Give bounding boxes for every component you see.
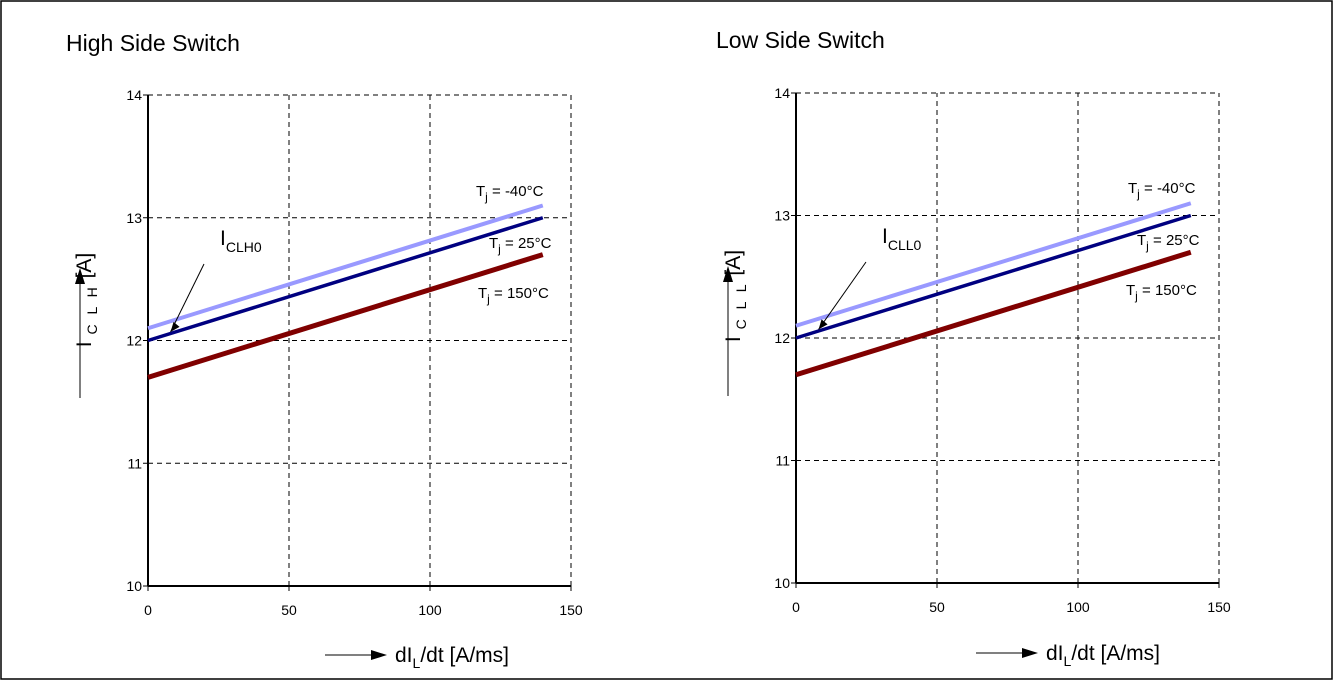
y-tick-label: 10 <box>774 575 790 591</box>
chart-title: Low Side Switch <box>716 27 885 53</box>
annotation-arrowhead <box>170 321 180 332</box>
chart-low-side: Low Side Switch 0 50 100 150 10 11 12 13 14 Tj = … <box>716 27 1231 669</box>
series-line-tj150 <box>147 252 544 380</box>
chart-high-side: High Side Switch 0 50 100 150 10 11 12 13 14 Tj =… <box>66 30 583 671</box>
x-axis-label-arrowhead <box>371 650 387 660</box>
annotation-arrow <box>170 263 205 333</box>
y-tick-label: 11 <box>127 455 142 471</box>
y-tick-label: 14 <box>126 87 142 103</box>
annotation-label: ICLL0 <box>882 225 922 253</box>
y-axis-label-arrowhead <box>75 268 85 284</box>
series-line-tj25 <box>795 213 1192 340</box>
x-axis-label: dIL/dt [A/ms] <box>1046 642 1160 669</box>
x-tick-label: 150 <box>1207 599 1231 615</box>
y-axis-label-arrowhead <box>723 266 733 282</box>
y-tick-label: 12 <box>126 333 142 349</box>
x-tick-label: 100 <box>1066 599 1090 615</box>
plot-area: 0 50 100 150 10 11 12 13 14 Tj = -40°C Tj = 25°C Tj… <box>722 85 1231 669</box>
series-label: Tj = 150°C <box>478 285 549 306</box>
plot-area: 0 50 100 150 10 11 12 13 14 Tj = -40°C Tj = 25°C Tj… <box>73 87 583 671</box>
series-label: Tj = -40°C <box>476 183 544 204</box>
y-tick-label: 13 <box>774 208 790 224</box>
y-tick-label: 12 <box>774 330 790 346</box>
annotation-arrow <box>818 261 867 330</box>
annotation-arrowhead <box>818 319 828 330</box>
series-label: Tj = -40°C <box>1128 180 1196 201</box>
y-tick-label: 10 <box>126 578 142 594</box>
series-label: Tj = 25°C <box>489 235 552 256</box>
y-axis-label: I C L H [A] <box>73 253 100 348</box>
series-line-tj25 <box>147 216 544 343</box>
series-line-tj40 <box>147 203 544 331</box>
series-label: Tj = 25°C <box>1137 232 1200 253</box>
series-line-tj150 <box>795 249 1192 378</box>
x-tick-label: 150 <box>559 602 583 618</box>
annotation-label: ICLH0 <box>220 227 262 255</box>
x-axis-label-arrowhead <box>1022 648 1038 658</box>
y-tick-label: 11 <box>775 453 790 469</box>
y-tick-label: 13 <box>126 210 142 226</box>
x-tick-label: 100 <box>418 602 442 618</box>
y-axis-label: I C L L [A] <box>722 250 749 342</box>
series-line-tj40 <box>795 201 1192 328</box>
x-tick-label: 50 <box>281 602 297 618</box>
chart-title: High Side Switch <box>66 30 240 56</box>
x-axis-label: dIL/dt [A/ms] <box>395 644 509 671</box>
y-tick-label: 14 <box>774 85 790 101</box>
x-tick-label: 0 <box>144 602 152 618</box>
series-label: Tj = 150°C <box>1126 282 1197 303</box>
x-tick-label: 0 <box>792 599 800 615</box>
x-tick-label: 50 <box>929 599 945 615</box>
